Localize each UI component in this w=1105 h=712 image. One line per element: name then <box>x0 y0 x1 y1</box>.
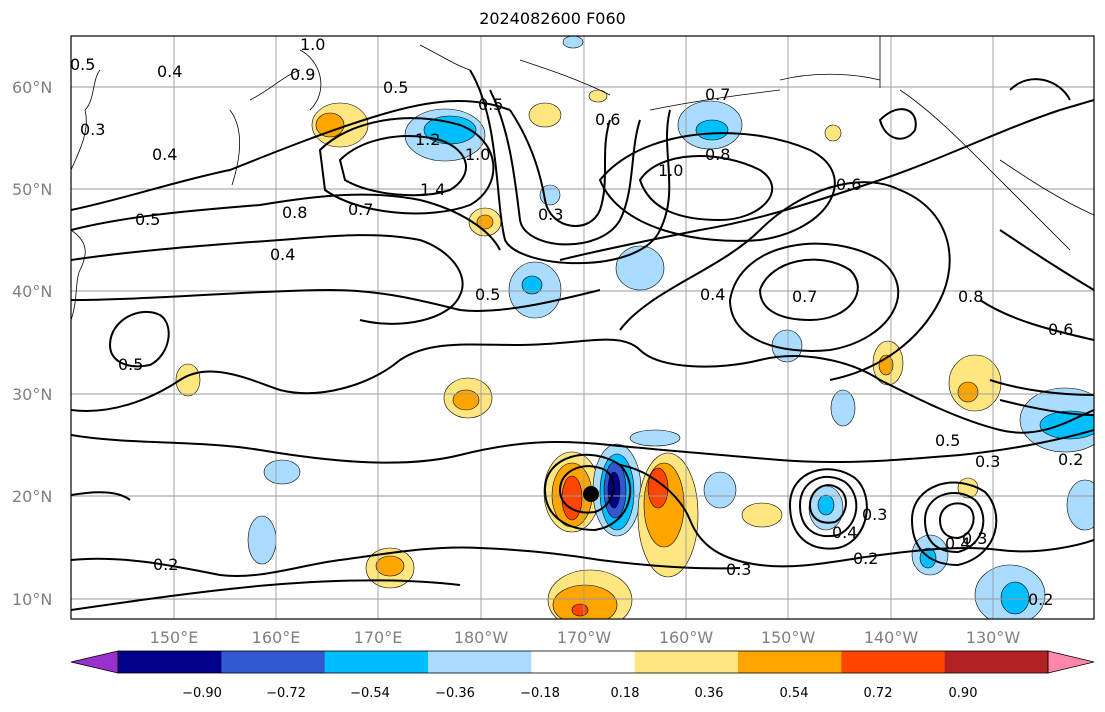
contour-label: 1.0 <box>658 161 683 180</box>
contour-label: 0.3 <box>538 205 563 224</box>
colorbar-outline <box>117 650 1049 674</box>
colorbar-segment <box>118 651 222 673</box>
contour-label: 0.4 <box>700 285 725 304</box>
lon-label: 130°W <box>966 628 1021 647</box>
graticule <box>71 36 1094 619</box>
lon-label: 180°W <box>454 628 509 647</box>
colorbar-tick-label: 0.18 <box>611 686 640 701</box>
contour-label: 0.5 <box>935 431 960 450</box>
contour-lines <box>71 69 1094 611</box>
contour-label: 0.3 <box>80 120 105 139</box>
colorbar-tick-label: 0.36 <box>695 686 724 701</box>
contour-label: 0.3 <box>962 529 987 548</box>
contour-label: 0.2 <box>153 555 178 574</box>
lat-label: 10°N <box>12 590 52 609</box>
shaded-anomalies <box>175 36 1094 619</box>
colorbar-tick-label: 0.72 <box>864 686 893 701</box>
contour-label: 0.2 <box>853 549 878 568</box>
contour-label: 0.4 <box>270 245 295 264</box>
contour-label: 0.5 <box>118 355 143 374</box>
map-title: 2024082600 F060 <box>479 9 626 28</box>
contour-label: 0.5 <box>135 210 160 229</box>
contour-label: 0.4 <box>152 145 177 164</box>
contour-label: 0.8 <box>282 203 307 222</box>
contour-label: 1.0 <box>300 35 325 54</box>
contour-label: 0.7 <box>705 85 730 104</box>
contour-label: 0.6 <box>595 110 620 129</box>
colorbar-segment <box>324 651 429 673</box>
contour-label: 0.3 <box>862 505 887 524</box>
storm-center-marker <box>583 486 599 502</box>
colorbar-tick-label: −0.90 <box>182 686 222 701</box>
contour-label: 0.7 <box>348 200 373 219</box>
contour-label: 0.4 <box>157 62 182 81</box>
contour-label: 0.5 <box>475 285 500 304</box>
colorbar-segment <box>841 651 946 673</box>
contour-label: 0.5 <box>383 78 408 97</box>
map-frame <box>70 35 1095 620</box>
colorbar-extend-max <box>1047 650 1095 674</box>
colorbar-segment <box>428 651 532 673</box>
longitude-labels: 150°E 160°E 170°E 180°W 170°W 160°W 150°… <box>150 628 1021 647</box>
contour-label: 0.9 <box>290 65 315 84</box>
contour-label: 1.4 <box>420 180 445 199</box>
lon-label: 150°W <box>761 628 816 647</box>
contour-label: 0.8 <box>958 287 983 306</box>
contour-label: 0.6 <box>1048 320 1073 339</box>
colorbar-tick-label: −0.36 <box>435 686 475 701</box>
lon-label: 150°E <box>150 628 199 647</box>
contour-label: 0.8 <box>705 145 730 164</box>
colorbar-tick-label: 0.90 <box>949 686 978 701</box>
contour-label: 0.2 <box>1058 450 1083 469</box>
contour-label: 0.3 <box>975 452 1000 471</box>
colorbar-tick-label: 0.54 <box>780 686 809 701</box>
lon-label: 170°W <box>557 628 612 647</box>
colorbar-tick-labels: −0.90 −0.72 −0.54 −0.36 −0.18 0.18 0.36 … <box>182 686 977 701</box>
colorbar-tick-label: −0.18 <box>520 686 560 701</box>
lon-label: 140°W <box>864 628 919 647</box>
contour-label: 0.6 <box>836 175 861 194</box>
contour-label: 0.5 <box>70 55 95 74</box>
lon-label: 160°W <box>659 628 714 647</box>
colorbar-segment <box>634 651 739 673</box>
colorbar <box>70 650 1095 674</box>
contour-label: 0.4 <box>832 523 857 542</box>
lat-label: 30°N <box>12 385 52 404</box>
contour-label: 0.3 <box>726 560 751 579</box>
contour-label: 1.2 <box>415 130 440 149</box>
colorbar-segment <box>738 651 842 673</box>
lat-label: 50°N <box>12 180 52 199</box>
contour-label: 0.4 <box>945 534 970 553</box>
map-background <box>71 36 1094 619</box>
contour-label-group: 1.0 0.4 0.5 0.3 0.9 0.5 0.4 0.5 1.2 1.0 … <box>70 35 1083 609</box>
lat-label: 40°N <box>12 282 52 301</box>
colorbar-segment <box>531 651 636 673</box>
colorbar-extend-min <box>70 650 119 674</box>
contour-label: 0.5 <box>478 95 503 114</box>
colorbar-segment <box>221 651 326 673</box>
coastlines <box>71 36 1094 321</box>
colorbar-tick-label: −0.54 <box>350 686 390 701</box>
contour-label: 1.0 <box>465 145 490 164</box>
lon-label: 170°E <box>354 628 403 647</box>
lon-label: 160°E <box>252 628 301 647</box>
colorbar-segment <box>944 651 1049 673</box>
lat-label: 20°N <box>12 487 52 506</box>
colorbar-tick-label: −0.72 <box>266 686 306 701</box>
lat-label: 60°N <box>12 78 52 97</box>
contour-label: 0.7 <box>792 287 817 306</box>
contour-label: 0.2 <box>1028 590 1053 609</box>
latitude-labels: 60°N 50°N 40°N 30°N 20°N 10°N <box>12 78 52 609</box>
